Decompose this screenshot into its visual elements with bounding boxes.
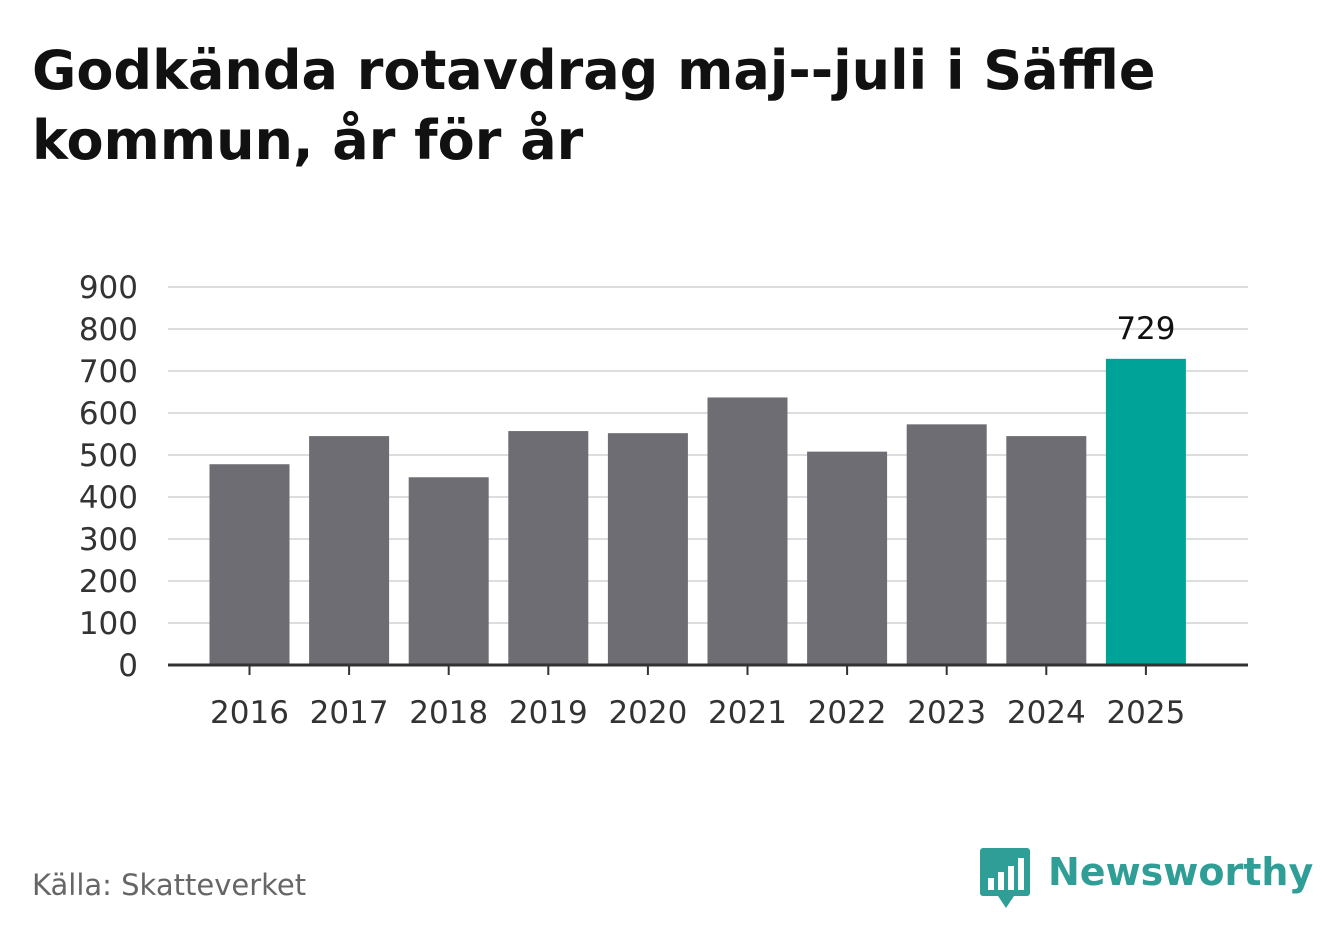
y-tick-label: 300 [79, 522, 138, 558]
bar-2025 [1105, 358, 1186, 665]
bar-2021 [707, 397, 788, 665]
y-tick-label: 200 [79, 564, 138, 600]
bar-2023 [906, 424, 987, 665]
y-tick-label: 500 [79, 438, 138, 474]
data-label: 729 [1116, 311, 1175, 347]
x-tick-label: 2016 [210, 695, 289, 731]
y-tick-label: 0 [118, 648, 138, 684]
brand-name: Newsworthy [1048, 850, 1314, 894]
bar-2016 [209, 464, 290, 665]
x-tick-label: 2023 [907, 695, 986, 731]
y-tick-label: 900 [79, 270, 138, 306]
x-tick-label: 2017 [310, 695, 389, 731]
data-labels: 729 [1116, 311, 1175, 347]
bars [209, 358, 1186, 665]
x-tick-label: 2020 [608, 695, 687, 731]
chart-title: Godkända rotavdrag maj--juli i Säffle ko… [32, 39, 1156, 172]
y-tick-label: 600 [79, 396, 138, 432]
bar-2019 [508, 431, 589, 665]
bar-2020 [607, 433, 688, 665]
y-tick-label: 100 [79, 606, 138, 642]
y-tick-label: 400 [79, 480, 138, 516]
x-tick-label: 2024 [1007, 695, 1086, 731]
y-tick-label: 700 [79, 354, 138, 390]
x-tick-label: 2022 [808, 695, 887, 731]
bar-2017 [309, 436, 390, 665]
x-tick-label: 2021 [708, 695, 787, 731]
newsworthy-logo: Newsworthy [980, 848, 1313, 912]
x-tick-label: 2025 [1106, 695, 1185, 731]
bar-2018 [408, 477, 489, 665]
x-tick-label: 2018 [409, 695, 488, 731]
bar-2022 [807, 451, 888, 665]
x-axis: 2016 2017 2018 2019 2020 2021 2022 2023 2024 2025 [168, 663, 1248, 731]
bar-2024 [1006, 436, 1087, 665]
source-note: Källa: Skatteverket [32, 868, 307, 902]
y-tick-label: 800 [79, 312, 138, 348]
y-axis-labels: 0 100 200 300 400 500 600 700 800 900 [79, 270, 138, 684]
x-tick-label: 2019 [509, 695, 588, 731]
newsworthy-logo-icon [980, 848, 1030, 908]
